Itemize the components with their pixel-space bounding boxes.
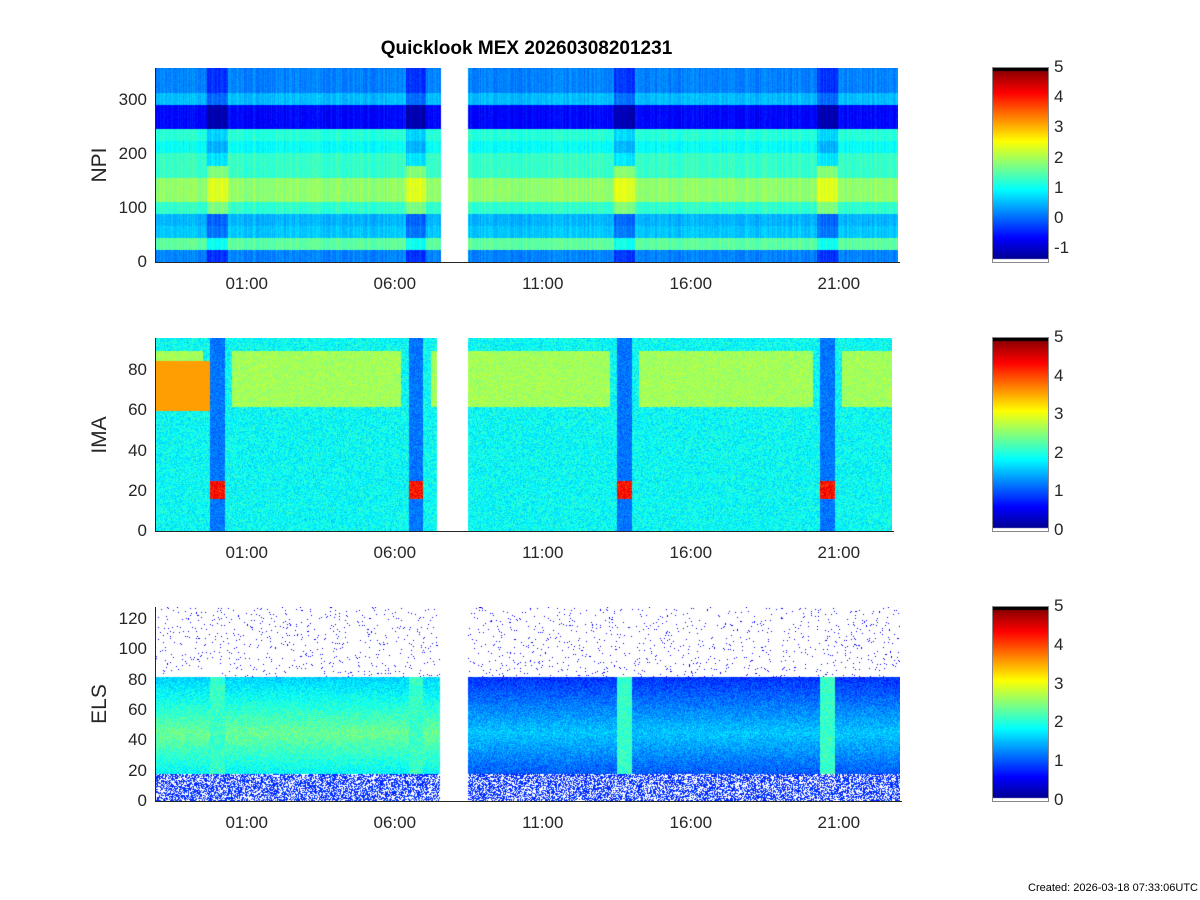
x-tick-label: 06:00 <box>373 543 417 562</box>
colorbar-tick-label: 4 <box>1054 87 1064 107</box>
colorbar-tick-label: 1 <box>1054 751 1064 771</box>
x-axis-line <box>155 801 902 802</box>
y-tick-label: 80 <box>128 360 147 380</box>
y-tick-label: 300 <box>118 90 147 110</box>
y-tick-label: 40 <box>128 730 147 750</box>
figure-title: Quicklook MEX 20260308201231 <box>380 38 673 59</box>
colorbar-tick-label: 4 <box>1054 634 1064 654</box>
colorbar-tick-label: 5 <box>1054 327 1064 346</box>
x-tick-label: 06:00 <box>373 274 417 293</box>
x-tick-label: 16:00 <box>669 274 713 293</box>
x-tick-label: 11:00 <box>522 274 564 293</box>
y-tick-label: 0 <box>137 252 147 271</box>
y-axis-label: ELS <box>88 684 111 724</box>
colorbar-tick-label: 0 <box>1054 790 1064 809</box>
colorbar-tick-label: 3 <box>1054 673 1064 693</box>
colorbar-els <box>992 606 1049 802</box>
y-tick-label: 20 <box>128 760 147 780</box>
colorbar-tick-label: 2 <box>1054 442 1064 462</box>
y-axis-label: IMA <box>88 415 111 454</box>
x-axis-line <box>155 531 894 532</box>
x-axis-line <box>155 262 900 263</box>
y-tick-label: 120 <box>118 609 147 629</box>
y-tick-label: 60 <box>128 700 147 720</box>
colorbar-tick-label: 5 <box>1054 57 1064 76</box>
colorbar-tick-label: 1 <box>1054 481 1064 501</box>
x-tick-label: 01:00 <box>225 274 269 293</box>
colorbar-tick-label: 0 <box>1054 207 1064 227</box>
x-tick-label: 01:00 <box>225 543 269 562</box>
x-tick-label: 11:00 <box>522 813 564 832</box>
spectrogram-npi <box>155 68 898 262</box>
x-tick-label: 06:00 <box>373 813 417 832</box>
colorbar-tick-label: 0 <box>1054 520 1064 539</box>
y-tick-label: 0 <box>137 791 147 810</box>
x-tick-label: 11:00 <box>522 543 564 562</box>
y-tick-label: 20 <box>128 480 147 500</box>
y-tick-label: 100 <box>118 639 147 659</box>
colorbar-tick-label: 3 <box>1054 117 1064 137</box>
created-timestamp: Created: 2026-03-18 07:33:06UTC <box>1028 882 1198 894</box>
spectrogram-els <box>155 607 900 801</box>
x-tick-label: 21:00 <box>817 543 861 562</box>
colorbar-tick-label: 2 <box>1054 147 1064 167</box>
colorbar-ima <box>992 337 1049 532</box>
y-tick-label: 40 <box>128 440 147 460</box>
y-axis-line <box>155 338 156 531</box>
x-tick-label: 01:00 <box>225 813 269 832</box>
colorbar-tick-label: 1 <box>1054 177 1064 197</box>
y-tick-label: 200 <box>118 144 147 164</box>
y-tick-label: 80 <box>128 669 147 689</box>
colorbar-tick-label: 4 <box>1054 365 1064 385</box>
x-tick-label: 16:00 <box>669 543 713 562</box>
colorbar-npi <box>992 67 1049 263</box>
y-tick-label: 60 <box>128 400 147 420</box>
y-tick-label: 100 <box>118 198 147 218</box>
colorbar-tick-label: -1 <box>1054 238 1070 258</box>
colorbar-tick-label: 3 <box>1054 404 1064 424</box>
y-axis-label: NPI <box>88 147 111 183</box>
y-axis-line <box>155 68 156 262</box>
x-tick-label: 21:00 <box>817 813 861 832</box>
colorbar-tick-label: 5 <box>1054 596 1064 615</box>
y-tick-label: 0 <box>137 521 147 540</box>
x-tick-label: 21:00 <box>817 274 861 293</box>
spectrogram-ima <box>155 338 892 531</box>
x-tick-label: 16:00 <box>669 813 713 832</box>
colorbar-tick-label: 2 <box>1054 712 1064 732</box>
y-axis-line <box>155 607 156 801</box>
